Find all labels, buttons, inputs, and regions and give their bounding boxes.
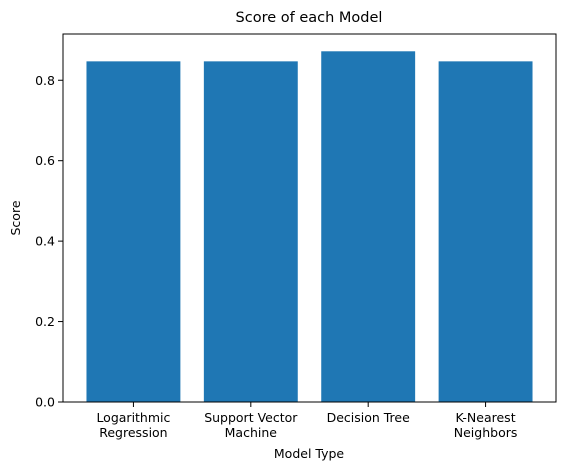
x-tick-label: K-Nearest Neighbors	[454, 410, 518, 440]
x-axis-ticks: Logarithmic Regression Support Vector Machi…	[96, 402, 517, 440]
x-tick-label: Decision Tree	[327, 410, 411, 425]
y-tick-label: 0.8	[35, 73, 55, 88]
y-tick-label: 0.2	[35, 314, 55, 329]
bar-3	[438, 61, 533, 402]
y-tick-label: 0.6	[35, 153, 55, 168]
bar-0	[86, 61, 181, 402]
plot-frame	[62, 33, 557, 403]
y-axis-label: Score	[8, 200, 23, 235]
bar-2	[321, 51, 416, 403]
y-tick-label: 0.0	[35, 395, 55, 410]
bar-1	[203, 61, 298, 402]
chart-title: Score of each Model	[236, 10, 383, 26]
x-axis-label: Model Type	[274, 446, 345, 461]
x-tick-label: Support Vector Machine	[204, 410, 298, 440]
y-tick-label: 0.4	[35, 234, 55, 249]
bars-group	[86, 51, 533, 403]
x-tick-label: Logarithmic Regression	[96, 410, 170, 440]
y-axis-ticks: 0.0 0.2 0.4 0.6 0.8	[35, 73, 63, 410]
